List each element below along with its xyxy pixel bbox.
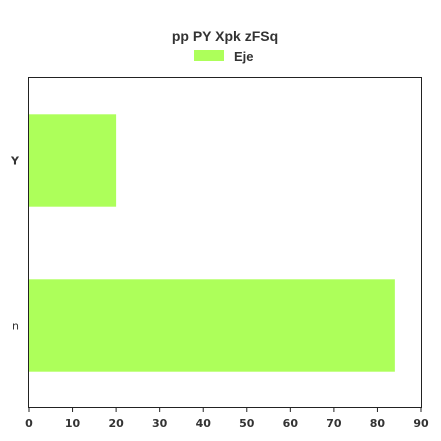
bars-group bbox=[29, 114, 395, 371]
legend: Eje bbox=[194, 49, 254, 64]
bar-n bbox=[29, 279, 395, 371]
chart-title: pp PY Xpk zFSq bbox=[172, 28, 278, 44]
x-tick-label: 90 bbox=[413, 417, 429, 430]
x-axis-ticks: 0 10 20 30 40 50 60 70 80 90 bbox=[25, 408, 429, 430]
y-tick-label: n bbox=[12, 320, 19, 333]
x-tick-label: 20 bbox=[108, 417, 124, 430]
x-tick-label: 50 bbox=[239, 417, 255, 430]
x-tick-label: 70 bbox=[326, 417, 342, 430]
x-tick-label: 60 bbox=[283, 417, 299, 430]
legend-swatch bbox=[194, 50, 224, 61]
y-axis-ticks: Yn bbox=[10, 155, 20, 333]
y-tick-label: Y bbox=[10, 155, 20, 168]
x-tick-label: 30 bbox=[152, 417, 168, 430]
x-tick-label: 40 bbox=[196, 417, 212, 430]
x-tick-label: 10 bbox=[65, 417, 81, 430]
legend-label: Eje bbox=[234, 49, 254, 64]
x-tick-label: 0 bbox=[25, 417, 33, 430]
bar-Y bbox=[29, 114, 116, 206]
x-tick-label: 80 bbox=[370, 417, 386, 430]
